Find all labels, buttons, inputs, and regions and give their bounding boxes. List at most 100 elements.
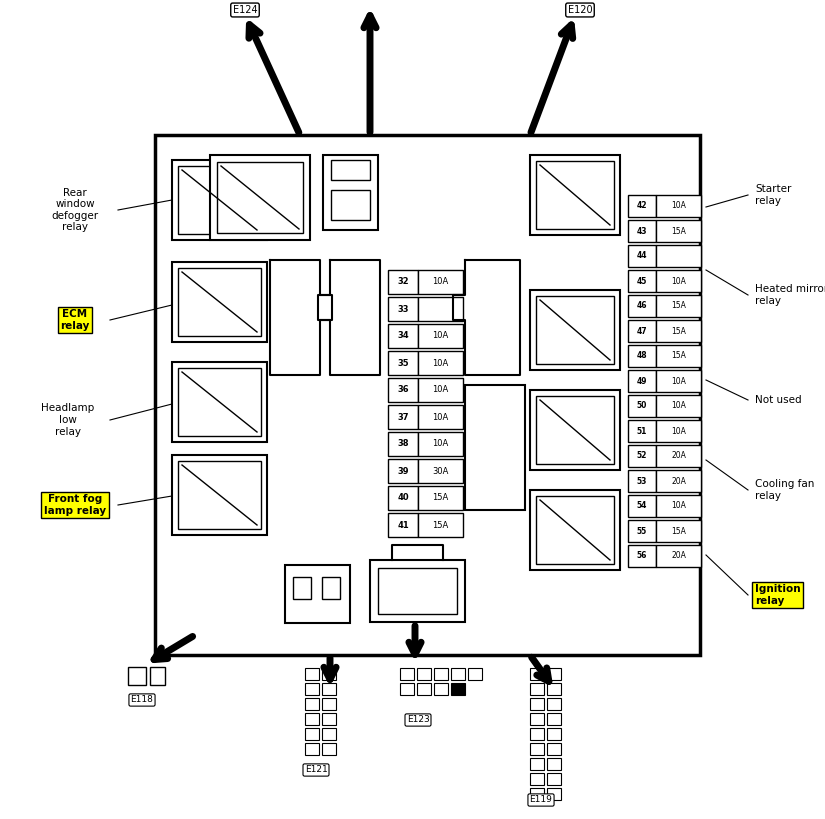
Bar [285,565,350,623]
Text: 54: 54 [637,501,647,510]
Text: 15A: 15A [671,527,686,536]
Text: 15A: 15A [671,301,686,310]
Text: Heated mirror
relay: Heated mirror relay [755,284,825,305]
Bar [628,420,656,442]
Text: 10A: 10A [671,377,686,386]
Bar [370,560,465,622]
Bar [656,545,701,567]
Text: Ignition
relay: Ignition relay [755,584,800,606]
Bar [628,395,656,417]
Bar [656,495,701,517]
Bar [536,296,614,364]
Bar [331,190,370,220]
Bar [217,162,303,233]
Bar [465,385,525,510]
Bar [322,577,340,599]
Bar [305,713,319,725]
Bar [547,683,561,695]
Bar [418,513,463,537]
Bar [628,195,656,217]
Text: 15A: 15A [671,327,686,336]
Bar [628,545,656,567]
Text: 10A: 10A [671,427,686,436]
Bar [178,461,261,529]
Bar [178,166,261,234]
Bar [530,155,620,235]
Bar [656,345,701,367]
Text: 55: 55 [637,527,647,536]
Bar [388,459,418,483]
Bar [656,295,701,317]
Text: Front fog
lamp relay: Front fog lamp relay [44,494,106,516]
Text: 10A: 10A [432,332,449,341]
Bar [388,324,418,348]
Bar [418,270,463,294]
Bar [468,668,482,680]
Bar [530,758,544,770]
Text: 10A: 10A [432,278,449,287]
Bar [547,773,561,785]
Bar [322,683,336,695]
Bar [128,667,146,685]
Text: 20A: 20A [671,451,686,460]
Text: 40: 40 [397,494,409,503]
Bar [418,297,463,321]
Bar [628,470,656,492]
Bar [530,683,544,695]
Bar [418,459,463,483]
Bar [530,728,544,740]
Bar [656,470,701,492]
Bar [536,496,614,564]
Bar [178,268,261,336]
Bar [305,728,319,740]
Text: 38: 38 [398,440,408,449]
Bar [305,698,319,710]
Bar [322,698,336,710]
Bar [388,378,418,402]
Bar [210,155,310,240]
Text: E123: E123 [407,716,429,725]
Text: ECM
relay: ECM relay [60,310,90,331]
Text: 10A: 10A [432,440,449,449]
Text: 45: 45 [637,277,647,286]
Bar [418,432,463,456]
Bar [547,788,561,800]
Bar [322,668,336,680]
Bar [530,668,544,680]
Text: 46: 46 [637,301,648,310]
Text: 39: 39 [398,467,408,476]
Bar [656,220,701,242]
Bar [530,698,544,710]
Bar [547,698,561,710]
Text: 41: 41 [397,521,409,530]
Text: E118: E118 [130,695,153,704]
Bar [388,351,418,375]
Bar [547,713,561,725]
Bar [155,135,700,655]
Bar [628,220,656,242]
Bar [628,320,656,342]
Text: Headlamp
low
relay: Headlamp low relay [41,404,95,437]
Bar [547,668,561,680]
Bar [451,668,465,680]
Text: 36: 36 [397,386,409,395]
Text: 35: 35 [397,359,409,368]
Text: 44: 44 [637,251,648,260]
Bar [388,513,418,537]
Text: 53: 53 [637,477,647,486]
Bar [656,245,701,267]
Bar [172,455,267,535]
Bar [400,683,414,695]
Text: 20A: 20A [671,551,686,560]
Bar [530,713,544,725]
Text: 10A: 10A [432,359,449,368]
Bar [322,713,336,725]
Bar [530,743,544,755]
Text: 20A: 20A [671,477,686,486]
Text: Rear
window
defogger
relay: Rear window defogger relay [51,188,98,233]
Bar [418,324,463,348]
Bar [388,486,418,510]
Text: 32: 32 [397,278,409,287]
Bar [530,788,544,800]
Text: 10A: 10A [432,386,449,395]
